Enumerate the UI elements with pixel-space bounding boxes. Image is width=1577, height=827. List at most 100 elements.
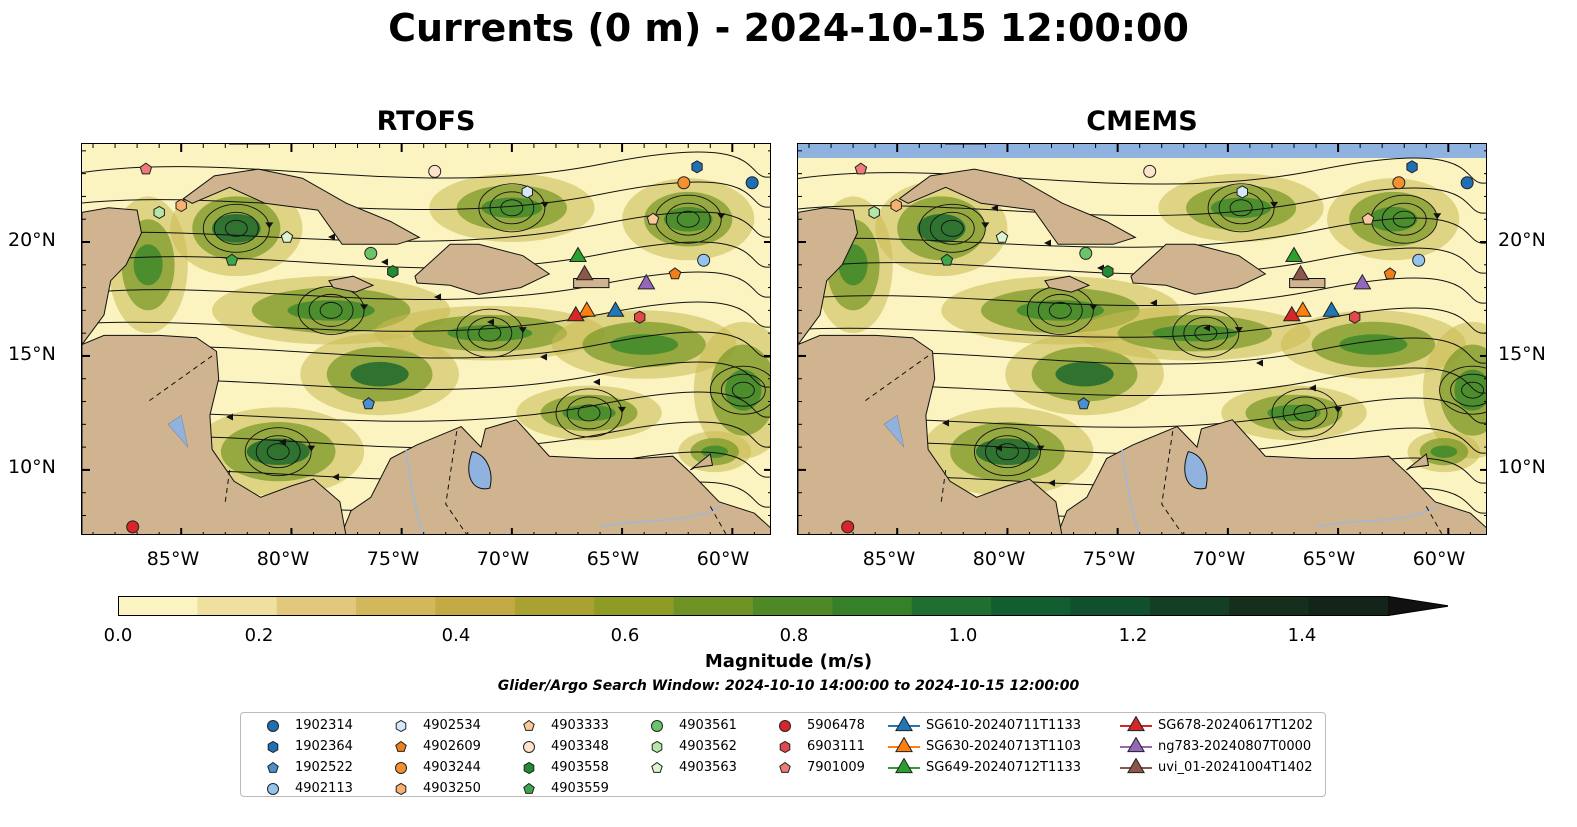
land-cuba <box>182 168 421 245</box>
legend-marker <box>523 719 535 731</box>
colorbar-segment <box>356 596 437 616</box>
current-magnitude-field <box>1430 445 1458 458</box>
current-magnitude-field <box>246 438 310 466</box>
lon-tick: 75°W <box>1082 548 1136 570</box>
argo-float-marker <box>677 176 691 190</box>
legend-label: 5906478 <box>807 718 865 733</box>
legend-label: ng783-20240807T0000 <box>1158 739 1312 754</box>
float-legend-symbol <box>651 740 663 754</box>
streamline-arrow <box>307 445 316 452</box>
colorbar-segment <box>911 596 992 616</box>
lon-tick: 75°W <box>366 548 420 570</box>
argo-float-marker <box>868 205 880 219</box>
current-magnitude-field <box>133 244 163 286</box>
current-magnitude-field <box>663 206 713 232</box>
land-hispaniola <box>1130 243 1267 295</box>
current-magnitude-field <box>1210 197 1272 219</box>
legend-marker <box>651 720 663 732</box>
argo-float-marker <box>890 198 902 213</box>
argo-float-marker <box>940 253 954 266</box>
land-yucatan <box>798 207 859 346</box>
eddy-streamline <box>255 435 301 469</box>
streamline <box>798 187 1486 216</box>
eddy-streamline <box>566 396 612 430</box>
streamline <box>82 241 770 269</box>
colorbar-tick: 1.4 <box>1287 625 1317 646</box>
eddy-streamline <box>1271 388 1339 438</box>
legend-marker <box>523 782 535 794</box>
figure-title: Currents (0 m) - 2024-10-15 12:00:00 <box>388 6 1189 50</box>
streamline-arrow <box>518 327 527 334</box>
legend: 1902314 1902364 1902522 4902113 4902534 49026… <box>240 712 1326 797</box>
eddy-streamline <box>319 301 343 319</box>
glider-marker <box>1322 301 1341 317</box>
land-puerto-rico <box>573 278 610 289</box>
axis-ticks <box>798 144 1486 534</box>
glider-marker <box>1291 264 1310 281</box>
streamline <box>798 397 1486 428</box>
float-legend-symbol <box>267 783 279 795</box>
glider-marker <box>1285 246 1303 262</box>
streamline <box>798 307 1486 338</box>
legend-marker <box>523 761 535 775</box>
argo-float-marker <box>1102 265 1114 279</box>
float-legend-symbol <box>779 720 791 732</box>
legend-marker <box>523 741 535 753</box>
colorbar-outline <box>118 596 1448 616</box>
argo-float-marker <box>1079 246 1093 260</box>
streamline-arrow <box>1256 359 1263 367</box>
float-legend-symbol <box>651 761 663 773</box>
streamline <box>82 211 770 242</box>
streamline <box>82 271 770 300</box>
legend-label: 1902522 <box>295 760 353 775</box>
lat-tick-right: 15°N <box>1498 343 1546 365</box>
eddy-streamline <box>940 219 964 237</box>
glider-marker <box>569 246 587 262</box>
float-legend-symbol <box>523 782 535 794</box>
streamline-arrow <box>1150 299 1157 307</box>
legend-label: 1902314 <box>295 718 353 733</box>
colorbar-segment <box>514 596 595 616</box>
eddy-streamline <box>577 404 601 422</box>
national-borders <box>147 355 727 534</box>
national-borders <box>863 355 1443 534</box>
legend-label: 7901009 <box>807 760 865 775</box>
axis-ticks <box>82 144 770 534</box>
float-legend-symbol <box>267 740 279 754</box>
eddy-streamline <box>478 324 502 342</box>
legend-marker <box>1127 758 1145 774</box>
streamline-arrow <box>265 222 274 229</box>
land-trinidad <box>690 453 714 471</box>
map-panel-cmems <box>797 143 1487 535</box>
streamline-arrow <box>279 438 286 446</box>
current-magnitude-field <box>350 361 409 387</box>
lake-nicaragua <box>167 414 189 449</box>
float-legend-symbol <box>779 740 791 754</box>
streamline-arrow <box>434 293 441 301</box>
glider-marker <box>637 273 656 290</box>
search-window-label: Glider/Argo Search Window: 2024-10-10 14… <box>497 678 1080 694</box>
colorbar-tick: 0.4 <box>441 625 471 646</box>
legend-label: uvi_01-20241004T1402 <box>1158 760 1313 775</box>
map-canvas-cmems <box>798 144 1486 534</box>
legend-marker <box>395 740 407 752</box>
eddy-streamline <box>1229 199 1253 217</box>
lon-tick: 85°W <box>862 548 916 570</box>
northern-no-data-band <box>798 144 1486 158</box>
eddy-streamline <box>676 210 700 228</box>
current-magnitude-field <box>975 438 1039 466</box>
map-panel-rtofs <box>81 143 771 535</box>
colorbar-tick: 0.8 <box>779 625 809 646</box>
argo-float-marker <box>1361 212 1375 225</box>
eddy-streamline <box>266 443 290 461</box>
streamline <box>82 391 770 422</box>
streamline <box>798 277 1486 306</box>
lon-tick: 70°W <box>1192 548 1246 570</box>
argo-float-marker <box>841 520 855 534</box>
eddy-streamline <box>500 199 524 217</box>
argo-float-marker <box>995 230 1009 243</box>
river-orinoco <box>1315 505 1438 528</box>
eddy-streamline <box>202 203 270 253</box>
argo-float-marker <box>387 265 399 279</box>
float-legend-symbol <box>779 761 791 773</box>
